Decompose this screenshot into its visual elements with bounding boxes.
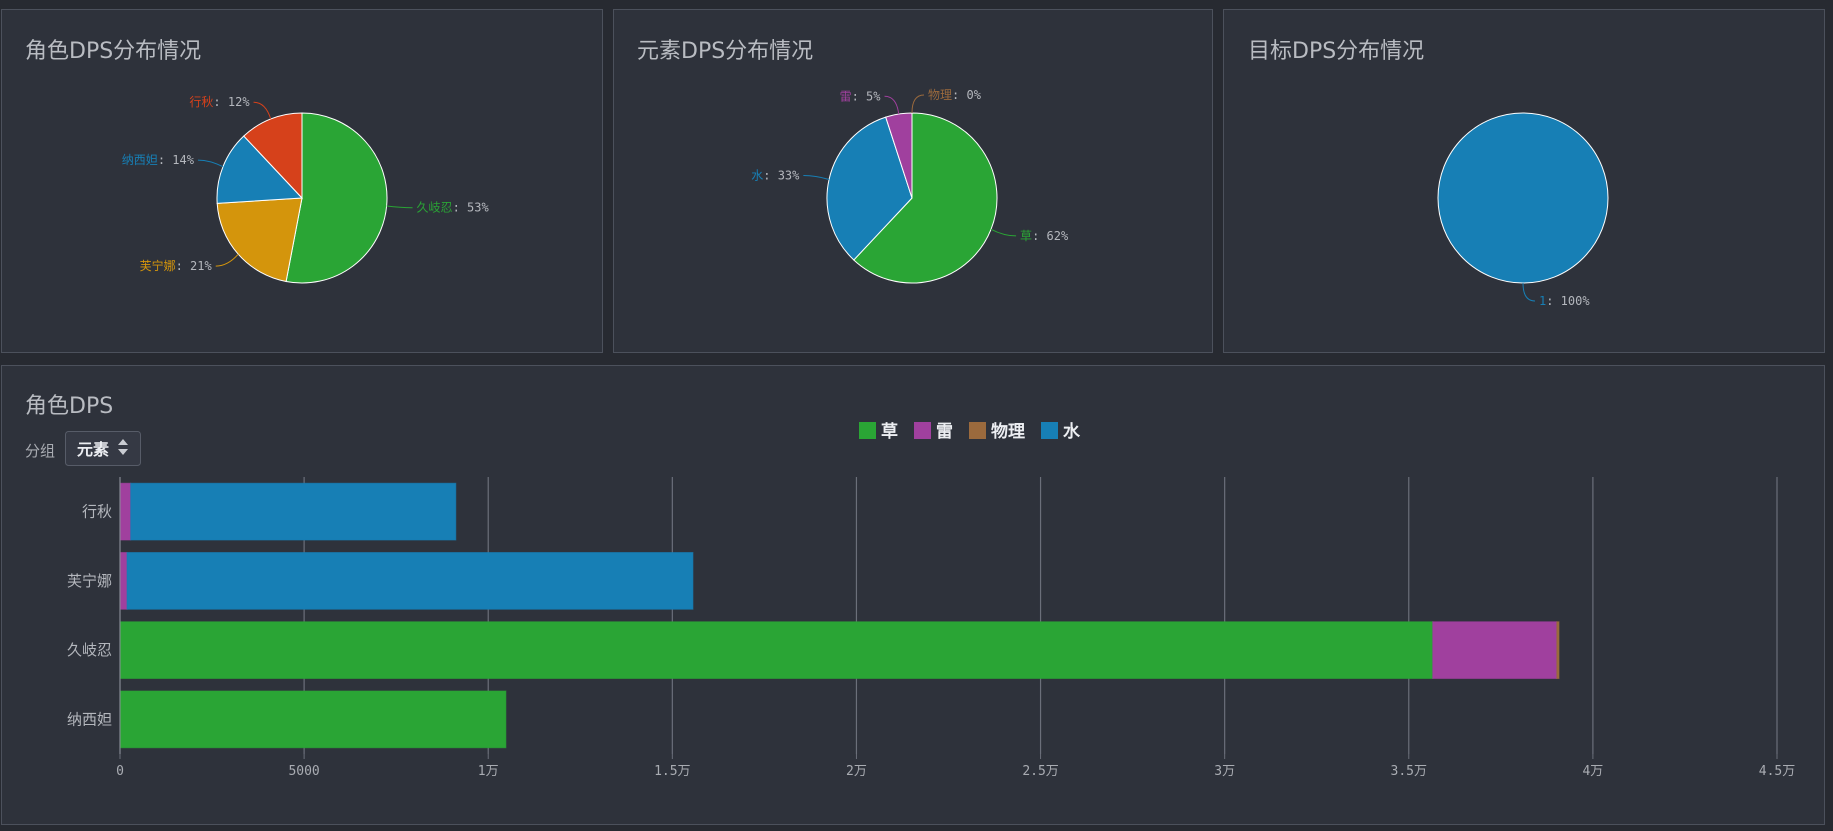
pie-label-name: 雷 — [840, 89, 852, 103]
bar-segment — [119, 690, 507, 749]
x-tick-label: 5000 — [288, 764, 319, 779]
leader-line — [884, 95, 900, 115]
x-tick-label: 0 — [116, 764, 124, 779]
x-tick-label: 4.5万 — [1759, 764, 1795, 779]
pie-label-name: 久岐忍 — [417, 201, 453, 215]
select-arrows — [118, 439, 128, 455]
leader-line — [911, 94, 925, 114]
leader-line — [990, 228, 1017, 237]
bar-segment — [119, 551, 128, 610]
pie-label-value: : 0% — [952, 88, 982, 102]
pie-label: 纳西妲: 14% — [122, 152, 195, 167]
pie-label-name: 1 — [1539, 294, 1546, 308]
pie-label: 久岐忍: 53% — [417, 201, 490, 215]
pie-label: 草: 62% — [1020, 229, 1069, 243]
bar-segment — [119, 482, 132, 541]
legend-label: 水 — [1063, 421, 1081, 442]
pie-label-name: 行秋 — [189, 95, 213, 109]
bar-segment — [130, 482, 457, 541]
pie-slice — [285, 112, 388, 284]
legend-swatch — [914, 422, 931, 439]
x-tick-label: 3万 — [1214, 764, 1235, 779]
bar-segment — [1432, 621, 1558, 680]
pie-label: 1: 100% — [1539, 294, 1590, 308]
select-value[interactable]: 元素 — [77, 440, 109, 459]
pie-label: 物理: 0% — [928, 88, 982, 102]
legend-label: 草 — [881, 422, 898, 442]
chart-title: 角色DPS — [25, 394, 113, 419]
group-select[interactable]: 元素 — [65, 431, 141, 466]
leader-line — [386, 205, 413, 209]
x-tick-label: 3.5万 — [1391, 764, 1427, 779]
pie-label: 芙宁娜: 21% — [140, 258, 213, 273]
leader-line — [1522, 282, 1536, 302]
y-tick-label: 纳西妲 — [67, 710, 112, 728]
pie-label: 行秋: 12% — [189, 95, 250, 109]
pie-label-value: : 100% — [1546, 294, 1590, 308]
bar-segment — [119, 621, 1434, 680]
pie-slice — [216, 197, 303, 283]
pie-label-name: 纳西妲 — [122, 152, 158, 167]
chart-title: 角色DPS分布情况 — [25, 39, 201, 64]
chart-title: 元素DPS分布情况 — [637, 39, 813, 64]
leader-line — [215, 253, 239, 267]
y-tick-label: 行秋 — [82, 503, 112, 521]
pie-label-name: 芙宁娜 — [140, 258, 176, 273]
pie-label-value: : 5% — [852, 89, 882, 103]
select-box[interactable] — [65, 431, 141, 466]
legend-label: 雷 — [936, 422, 953, 442]
pie-slice — [1437, 112, 1609, 284]
pie-label: 雷: 5% — [840, 89, 882, 103]
leader-line — [803, 175, 830, 180]
x-tick-label: 2万 — [846, 764, 867, 779]
pie-label-value: : 14% — [158, 153, 195, 167]
leader-line — [253, 101, 272, 120]
bar-segment — [126, 551, 694, 610]
legend-swatch — [859, 422, 876, 439]
legend-swatch — [1041, 422, 1058, 439]
pie-label-name: 水 — [751, 169, 763, 183]
y-tick-label: 久岐忍 — [67, 641, 112, 659]
pie-slice — [853, 112, 998, 284]
pie-slice — [826, 116, 913, 261]
pie-label: 水: 33% — [751, 169, 800, 183]
pie-label-value: : 53% — [453, 201, 490, 215]
x-tick-label: 2.5万 — [1022, 764, 1058, 779]
pie-label-value: : 21% — [176, 259, 213, 273]
legend-label: 物理 — [991, 421, 1025, 442]
pie-label-name: 物理 — [928, 88, 952, 102]
pie-slice — [216, 135, 304, 204]
legend-swatch — [969, 422, 986, 439]
pie-label-value: : 33% — [763, 169, 800, 183]
pie-slice — [243, 112, 303, 200]
x-tick-label: 1.5万 — [654, 764, 690, 779]
pie-label-name: 草 — [1020, 229, 1032, 243]
pie-label-value: : 12% — [213, 95, 250, 109]
leader-line — [197, 159, 224, 168]
x-tick-label: 1万 — [478, 764, 499, 779]
pie-label-value: : 62% — [1032, 229, 1069, 243]
x-tick-label: 4万 — [1582, 764, 1603, 779]
y-tick-label: 芙宁娜 — [67, 572, 112, 590]
bar-segment — [1556, 621, 1560, 680]
chart-title: 目标DPS分布情况 — [1248, 39, 1424, 64]
group-label: 分组 — [25, 442, 55, 460]
